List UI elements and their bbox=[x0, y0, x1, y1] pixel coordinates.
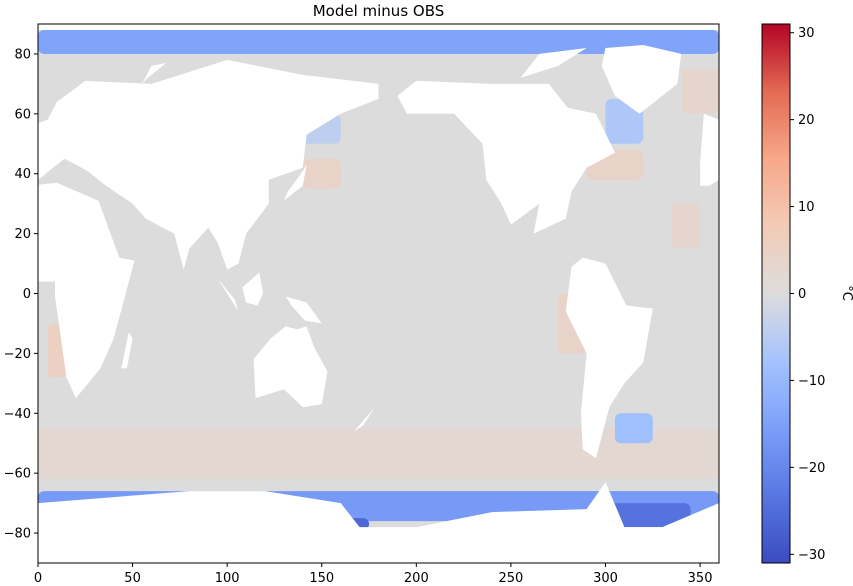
x-tick-label: 50 bbox=[124, 571, 141, 586]
colorbar-ticks: −30 −20 −10 0 10 20 30 bbox=[790, 26, 825, 563]
heatmap-cell bbox=[605, 98, 644, 144]
colorbar-tick-label: 30 bbox=[798, 26, 815, 41]
land-polygon bbox=[38, 182, 135, 399]
land-polygon bbox=[38, 24, 719, 30]
y-tick-label: 40 bbox=[14, 167, 31, 182]
land-polygon bbox=[253, 326, 328, 408]
y-tick-label: −20 bbox=[4, 347, 31, 362]
land-polygon bbox=[217, 278, 239, 312]
colorbar: −30 −20 −10 0 10 20 30 °C bbox=[761, 23, 853, 564]
chart-title: Model minus OBS bbox=[313, 2, 445, 20]
x-tick-label: 0 bbox=[34, 571, 42, 586]
land-polygon bbox=[520, 48, 587, 78]
colorbar-tick-label: −10 bbox=[798, 374, 825, 389]
y-tick-label: −60 bbox=[4, 467, 31, 482]
x-tick-label: 250 bbox=[499, 571, 524, 586]
colorbar-tick-label: −20 bbox=[798, 461, 825, 476]
x-axis: 0 50 100 150 200 250 300 350 bbox=[34, 563, 713, 586]
heatmap-cell bbox=[302, 158, 341, 189]
y-tick-label: 0 bbox=[23, 287, 31, 302]
land-polygon bbox=[285, 296, 322, 324]
land-polygon bbox=[283, 164, 307, 201]
y-tick-label: 20 bbox=[14, 227, 31, 242]
land-polygon bbox=[565, 257, 653, 459]
colorbar-label: °C bbox=[839, 285, 853, 301]
colorbar-gradient bbox=[761, 23, 791, 564]
land-polygon bbox=[142, 62, 167, 84]
colorbar-tick-label: 10 bbox=[798, 200, 815, 215]
y-tick-label: 60 bbox=[14, 107, 31, 122]
y-tick-label: −40 bbox=[4, 407, 31, 422]
heatmap-cell bbox=[681, 68, 719, 114]
heatmap-cell bbox=[605, 503, 691, 528]
colorbar-tick-label: 0 bbox=[798, 287, 806, 302]
x-tick-label: 300 bbox=[593, 571, 618, 586]
colorbar-tick-label: −30 bbox=[798, 548, 825, 563]
land-polygon bbox=[397, 80, 615, 234]
land-polygon bbox=[242, 272, 264, 306]
land-polygon bbox=[601, 45, 682, 114]
y-tick-label: −80 bbox=[4, 527, 31, 542]
land-polygon bbox=[38, 59, 379, 270]
land-mask bbox=[38, 24, 719, 563]
x-tick-label: 350 bbox=[688, 571, 713, 586]
y-tick-label: 80 bbox=[14, 47, 31, 62]
heatmap-cell bbox=[614, 413, 653, 444]
x-tick-label: 100 bbox=[215, 571, 240, 586]
x-tick-label: 150 bbox=[309, 571, 334, 586]
heatmap-cell bbox=[38, 428, 719, 480]
y-axis: −80 −60 −40 −20 0 20 40 60 80 bbox=[4, 47, 38, 542]
colorbar-tick-label: 20 bbox=[798, 113, 815, 128]
land-polygon bbox=[700, 113, 719, 186]
land-polygon bbox=[121, 332, 133, 369]
heatmap-cell bbox=[671, 203, 701, 249]
land-polygon bbox=[38, 482, 719, 563]
heatmap-cell bbox=[38, 29, 719, 54]
plot-area bbox=[38, 24, 719, 563]
x-tick-label: 200 bbox=[404, 571, 429, 586]
